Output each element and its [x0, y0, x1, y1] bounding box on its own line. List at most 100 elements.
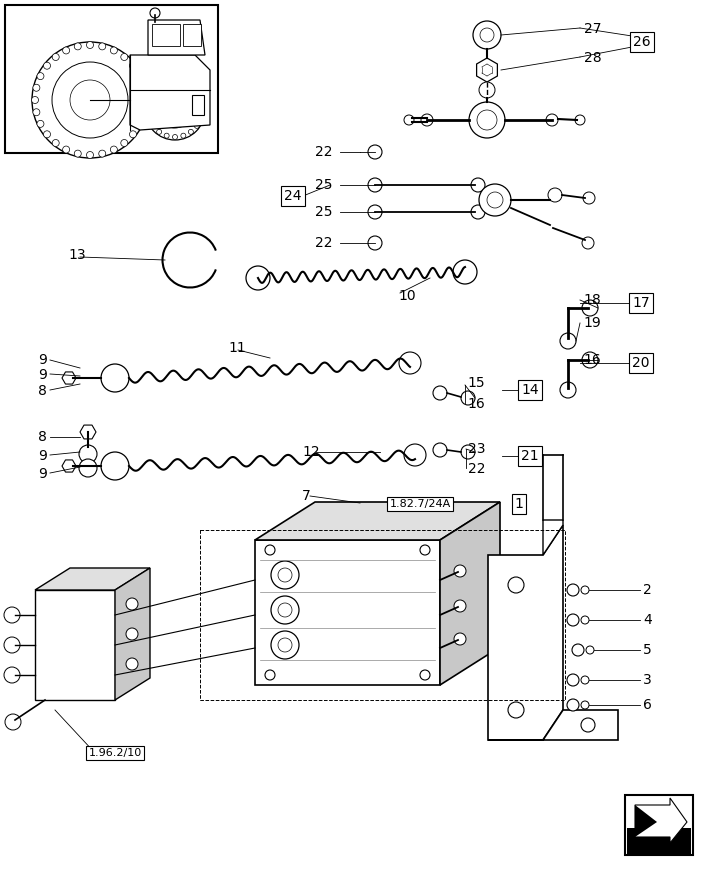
Circle shape [454, 565, 466, 577]
Circle shape [130, 131, 137, 138]
Text: 8: 8 [38, 430, 47, 444]
Circle shape [136, 72, 143, 79]
Circle shape [477, 110, 497, 130]
Circle shape [52, 139, 59, 146]
Circle shape [454, 633, 466, 645]
Text: 5: 5 [643, 643, 652, 657]
Circle shape [575, 115, 585, 125]
Circle shape [433, 443, 447, 457]
Circle shape [471, 205, 485, 219]
Circle shape [37, 120, 44, 127]
Circle shape [479, 82, 495, 98]
Polygon shape [635, 805, 657, 837]
Circle shape [421, 114, 433, 126]
Circle shape [586, 646, 594, 654]
Circle shape [200, 107, 205, 112]
Circle shape [37, 72, 44, 79]
Circle shape [368, 178, 382, 192]
Polygon shape [255, 502, 500, 540]
Circle shape [567, 584, 579, 596]
Circle shape [399, 352, 421, 374]
Circle shape [548, 188, 562, 202]
Text: 25: 25 [315, 178, 332, 192]
Circle shape [194, 124, 199, 128]
Polygon shape [115, 568, 150, 700]
Text: 17: 17 [632, 296, 650, 310]
Circle shape [582, 352, 598, 368]
Text: 7: 7 [302, 489, 311, 503]
Circle shape [198, 99, 203, 105]
Circle shape [581, 718, 595, 732]
Circle shape [278, 603, 292, 617]
Text: 22: 22 [468, 462, 486, 476]
Text: 1: 1 [515, 497, 524, 511]
Circle shape [582, 237, 594, 249]
Circle shape [189, 129, 193, 134]
Bar [192, 95, 204, 115]
Polygon shape [477, 58, 498, 82]
Text: 13: 13 [68, 248, 86, 262]
Circle shape [62, 47, 69, 54]
Bar [627, 828, 691, 854]
Circle shape [265, 670, 275, 680]
Polygon shape [62, 460, 76, 472]
Circle shape [271, 631, 299, 659]
Circle shape [156, 85, 162, 91]
Text: 9: 9 [38, 449, 47, 463]
Text: 15: 15 [467, 376, 484, 390]
Circle shape [581, 676, 589, 684]
Circle shape [368, 205, 382, 219]
Circle shape [140, 84, 147, 91]
Polygon shape [130, 55, 210, 130]
Circle shape [278, 568, 292, 582]
Circle shape [86, 42, 93, 49]
Polygon shape [440, 502, 500, 685]
Circle shape [271, 561, 299, 589]
Circle shape [420, 545, 430, 555]
Circle shape [110, 47, 117, 54]
Circle shape [70, 80, 110, 120]
Circle shape [157, 92, 193, 128]
Circle shape [469, 102, 505, 138]
Circle shape [471, 178, 485, 192]
Polygon shape [35, 568, 150, 590]
Polygon shape [80, 425, 96, 439]
Circle shape [147, 99, 152, 105]
Circle shape [172, 134, 177, 139]
Polygon shape [488, 710, 618, 740]
Text: 9: 9 [38, 353, 47, 367]
Text: 19: 19 [583, 316, 601, 330]
Bar [255, 540, 440, 685]
Circle shape [194, 91, 199, 97]
Circle shape [567, 614, 579, 626]
Text: 25: 25 [315, 205, 332, 219]
Circle shape [560, 333, 576, 349]
Circle shape [198, 116, 203, 121]
Circle shape [110, 146, 117, 153]
Polygon shape [543, 520, 563, 555]
Bar [152, 24, 180, 46]
Circle shape [560, 382, 576, 398]
Circle shape [151, 91, 156, 97]
Text: 22: 22 [315, 236, 332, 250]
Text: 10: 10 [398, 289, 416, 303]
Circle shape [167, 102, 183, 118]
Circle shape [172, 80, 177, 85]
Circle shape [278, 638, 292, 652]
Text: 11: 11 [228, 341, 246, 355]
Circle shape [582, 300, 598, 316]
Circle shape [130, 62, 137, 69]
Circle shape [52, 53, 59, 60]
Polygon shape [148, 20, 205, 55]
Circle shape [142, 97, 149, 104]
Circle shape [99, 43, 106, 50]
Text: 4: 4 [643, 613, 652, 627]
Circle shape [79, 445, 97, 463]
Circle shape [567, 699, 579, 711]
Circle shape [145, 80, 205, 140]
Circle shape [271, 596, 299, 624]
Circle shape [79, 459, 97, 477]
Text: 2: 2 [643, 583, 652, 597]
Text: 9: 9 [38, 368, 47, 382]
Circle shape [480, 28, 494, 42]
